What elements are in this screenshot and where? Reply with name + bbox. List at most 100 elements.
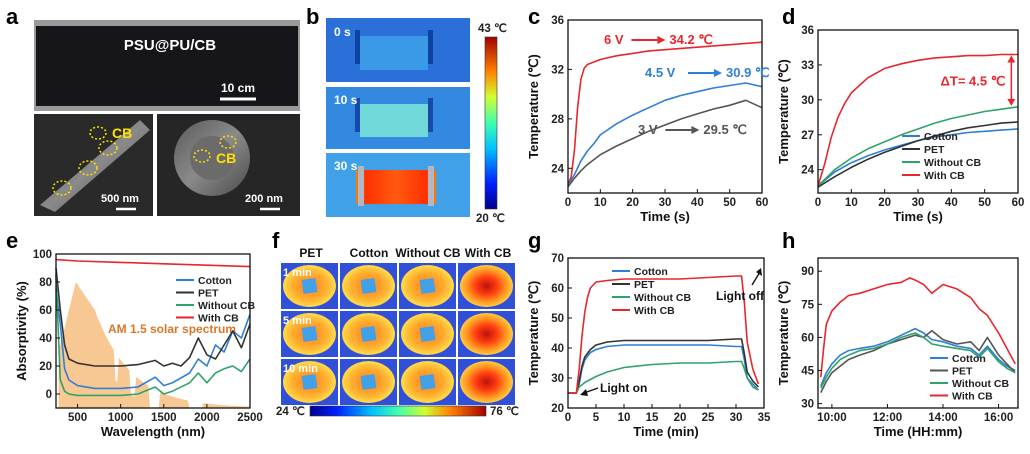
series-line-h-0 — [820, 327, 1016, 387]
solar-spectrum-area — [58, 282, 250, 408]
colorbar-b — [484, 36, 498, 210]
legend-label-pet: PET — [198, 288, 219, 300]
cb-circle-3 — [78, 160, 98, 176]
thermal-cell-sample — [419, 374, 436, 390]
cb-circle-6 — [193, 149, 211, 163]
series-line-e-1 — [55, 267, 251, 367]
fabric-photo — [36, 26, 298, 106]
legend-label-without-cb: Without CB — [198, 300, 255, 312]
annotation-temperature: 29.5 ℃ — [703, 122, 747, 137]
col-label-cotton: Cotton — [350, 246, 389, 260]
cb-circle-5 — [219, 135, 237, 149]
electrode-left-10s — [355, 98, 360, 132]
legend-label-pet: PET — [952, 366, 973, 378]
x-tick-label: 40 — [945, 197, 958, 209]
annotation-temperature: 30.9 ℃ — [726, 65, 770, 80]
sem1-cb-label: CB — [112, 125, 132, 141]
x-tick-label: 30 — [912, 197, 925, 209]
x-tick-label: 50 — [978, 197, 991, 209]
series-line-g-0 — [568, 344, 759, 394]
thermal-cell-sample — [419, 278, 436, 294]
y-tick-label: 27 — [801, 130, 814, 142]
series-line-d-2 — [817, 106, 1019, 187]
y-tick-label: 50 — [551, 313, 564, 325]
x-tick-label: 20 — [878, 197, 891, 209]
light-on-arrow-head — [580, 389, 588, 396]
x-tick-label: 1500 — [151, 412, 177, 424]
x-tick-label: 2500 — [237, 412, 263, 424]
thermal-grid — [281, 263, 515, 405]
x-axis-label: Wavelength (nm) — [101, 424, 205, 439]
light-off-arrow-head — [756, 268, 762, 276]
y-tick-label: 24 — [551, 163, 564, 175]
cb-circle-2 — [98, 140, 118, 156]
thermal-cell-sample — [419, 326, 436, 342]
legend-label-cotton: Cotton — [952, 353, 986, 365]
thermal-cell-spot — [460, 313, 513, 355]
x-tick-label: 10 — [618, 412, 631, 424]
col-label-pet: PET — [299, 246, 323, 260]
colorbar-f — [309, 405, 487, 417]
y-tick-label: 45 — [801, 366, 814, 378]
annotation-arrow-head — [657, 36, 666, 44]
x-tick-label: 20 — [626, 197, 639, 209]
sem2-cb-label: CB — [216, 150, 236, 166]
y-tick-label: 70 — [551, 253, 564, 265]
y-tick-label: 0 — [46, 389, 52, 401]
y-tick-label: 30 — [551, 373, 564, 385]
y-tick-label: 30 — [801, 399, 814, 411]
annotation-voltage: 3 V — [638, 122, 658, 137]
legend-label-pet: PET — [634, 279, 655, 291]
electrode-right-0s — [428, 30, 433, 64]
x-tick-label: 15 — [646, 412, 659, 424]
delta-t-arrow-head-bottom — [1007, 98, 1016, 106]
x-tick-label: 20 — [674, 412, 687, 424]
y-tick-label: 80 — [39, 277, 52, 289]
series-line-e-3 — [55, 258, 251, 268]
panel-f: PET Cotton Without CB With CB 1 min 5 mi… — [276, 246, 519, 418]
cb-circle-4 — [52, 180, 72, 196]
electrode-left-0s — [355, 30, 360, 64]
electrode-left-30s — [358, 166, 364, 206]
y-tick-label: 40 — [551, 343, 564, 355]
legend-label-without-cb: Without CB — [924, 157, 981, 169]
col-label-without-cb: Without CB — [395, 246, 461, 260]
x-tick-label: 60 — [756, 197, 769, 209]
thermal-cell-spot — [460, 265, 513, 307]
scale-label-fabric: 10 cm — [221, 81, 255, 95]
y-tick-label: 24 — [801, 165, 814, 177]
electrode-right-30s — [428, 166, 434, 206]
panel-letter-h: h — [782, 228, 795, 253]
annotation-temperature: 34.2 ℃ — [669, 32, 713, 47]
series-line-c-2 — [567, 99, 763, 188]
annotation-arrow-head — [691, 126, 700, 134]
series-line-g-1 — [568, 338, 759, 394]
colorbar-b-max: 43 ℃ — [478, 22, 507, 35]
legend-label-with-cb: With CB — [924, 170, 965, 182]
row-time-1min: 1 min — [283, 267, 312, 279]
row-time-10min: 10 min — [283, 363, 318, 375]
x-axis-label: Time (s) — [893, 209, 943, 224]
x-tick-label: 40 — [691, 197, 704, 209]
x-tick-label: 50 — [723, 197, 736, 209]
legend-label-with-cb: With CB — [634, 305, 675, 317]
thermal-cell-sample — [301, 374, 318, 390]
series-line-g-3 — [568, 275, 760, 394]
thermal-cell-sample — [360, 374, 377, 390]
thermal-time-0s: 0 s — [334, 25, 351, 39]
y-tick-label: 60 — [801, 332, 814, 344]
x-tick-label: 10:00 — [817, 412, 846, 424]
x-tick-label: 30 — [730, 412, 743, 424]
y-tick-label: 32 — [551, 64, 564, 76]
delta-t-label: ΔT= 4.5 ℃ — [941, 74, 1006, 89]
y-tick-label: 20 — [39, 361, 52, 373]
y-tick-label: 75 — [801, 299, 814, 311]
x-tick-label: 30 — [659, 197, 672, 209]
solar-spectrum-label: AM 1.5 solar spectrum — [108, 322, 236, 336]
thermal-sample-10s — [360, 104, 428, 137]
x-tick-label: 2000 — [194, 412, 220, 424]
fabric-label: PSU@PU/CB — [124, 37, 216, 54]
chart-c: 0 10 20 30 40 50 60 24 28 32 36 Time (s) Temperature… — [526, 15, 770, 224]
legend-label-without-cb: Without CB — [634, 292, 691, 304]
